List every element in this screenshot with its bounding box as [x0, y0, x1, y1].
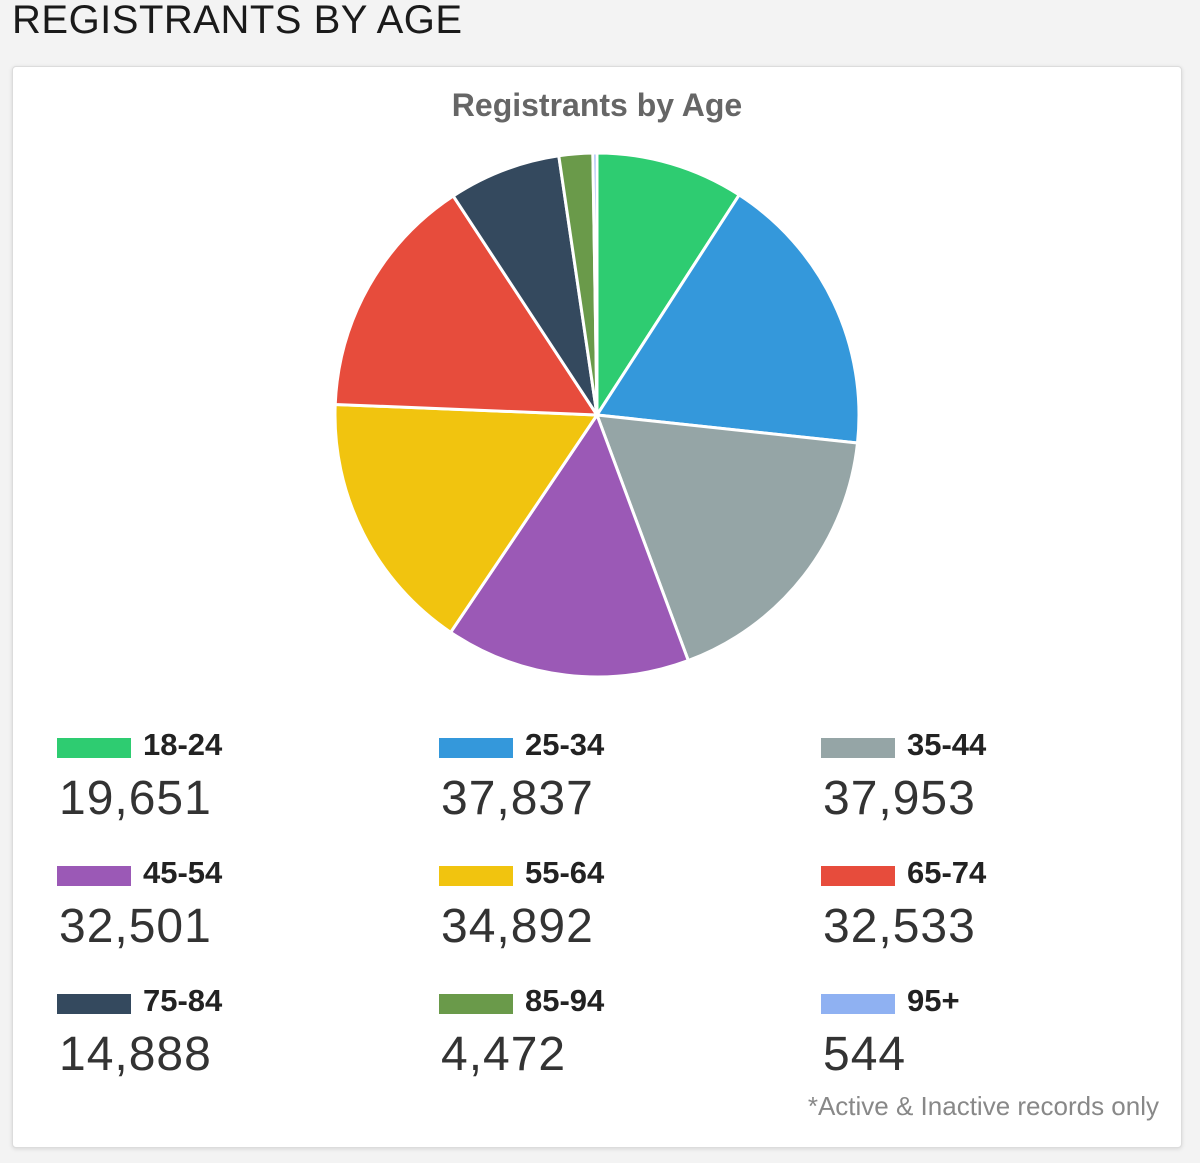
chart-card: Registrants by Age 18-24 19,651 25-34 37,83…	[12, 66, 1182, 1148]
legend-value: 32,501	[59, 900, 212, 953]
pie-slice-18-24	[595, 151, 741, 417]
legend-label: 65-74	[907, 855, 987, 890]
legend-item-45-54: 45-54 32,501	[57, 855, 397, 969]
legend-item-25-34: 25-34 37,837	[439, 727, 779, 841]
legend-value: 544	[823, 1028, 907, 1081]
legend-label: 55-64	[525, 855, 605, 890]
legend-label: 75-84	[143, 983, 223, 1018]
legend-value: 32,533	[823, 900, 976, 953]
legend-value: 34,892	[441, 900, 594, 953]
legend-item-18-24: 18-24 19,651	[57, 727, 397, 841]
legend-swatch	[821, 738, 895, 758]
legend-item-95+: 95+ 544	[821, 983, 1161, 1097]
legend-item-85-94: 85-94 4,472	[439, 983, 779, 1097]
pie-slice-45-54	[449, 413, 690, 679]
legend-label: 85-94	[525, 983, 605, 1018]
legend-item-35-44: 35-44 37,953	[821, 727, 1161, 841]
legend-item-65-74: 65-74 32,533	[821, 855, 1161, 969]
legend-swatch	[439, 866, 513, 886]
legend-value: 37,953	[823, 772, 976, 825]
legend-label: 18-24	[143, 727, 223, 762]
pie-chart	[333, 151, 861, 679]
pie-slice-75-84	[451, 154, 599, 417]
legend-label: 35-44	[907, 727, 987, 762]
legend-swatch	[439, 738, 513, 758]
legend-swatch	[821, 866, 895, 886]
legend-swatch	[821, 994, 895, 1014]
legend-label: 45-54	[143, 855, 223, 890]
page-heading: REGISTRANTS BY AGE	[12, 0, 463, 42]
legend-item-75-84: 75-84 14,888	[57, 983, 397, 1097]
legend-value: 4,472	[441, 1028, 567, 1081]
legend-swatch	[439, 994, 513, 1014]
pie-slice-65-74	[333, 194, 599, 417]
legend-value: 19,651	[59, 772, 212, 825]
legend-label: 25-34	[525, 727, 605, 762]
pie-slice-55-64	[333, 402, 599, 634]
legend-swatch	[57, 738, 131, 758]
legend-item-55-64: 55-64 34,892	[439, 855, 779, 969]
footnote: *Active & Inactive records only	[807, 1091, 1159, 1121]
chart-title: Registrants by Age	[451, 87, 743, 123]
legend-swatch	[57, 866, 131, 886]
legend-value: 37,837	[441, 772, 594, 825]
legend-label: 95+	[907, 983, 960, 1018]
legend-swatch	[57, 994, 131, 1014]
pie-slice-95+	[591, 151, 599, 417]
legend-value: 14,888	[59, 1028, 212, 1081]
pie-slice-25-34	[595, 193, 861, 445]
pie-slice-35-44	[595, 413, 859, 663]
